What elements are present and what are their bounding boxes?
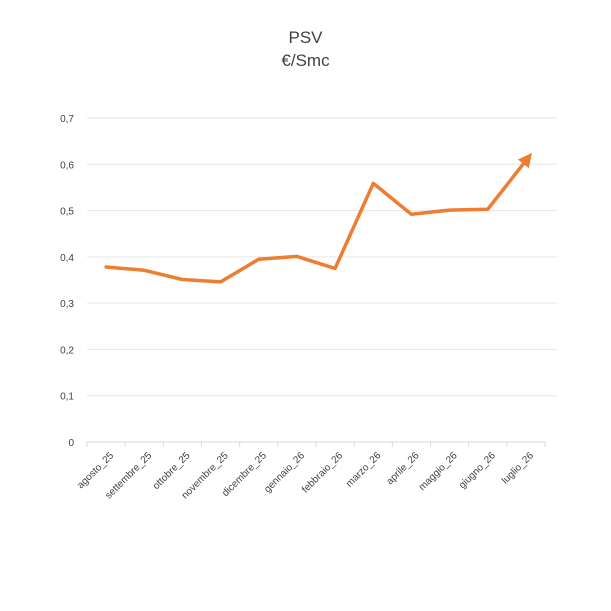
series-line — [104, 152, 532, 284]
x-tick-label: aprile_26 — [385, 450, 422, 487]
y-tick-label: 0,5 — [60, 207, 74, 218]
x-tick-label: agosto_25 — [75, 450, 116, 491]
y-tick-label: 0,6 — [60, 160, 74, 171]
chart-subtitle: €/Smc — [281, 51, 330, 70]
x-tick-label: luglio_26 — [500, 450, 536, 486]
y-tick-label: 0,1 — [60, 392, 74, 403]
chart-title: PSV — [288, 28, 323, 47]
y-tick-label: 0,4 — [60, 253, 74, 264]
y-tick-label: 0,2 — [60, 345, 74, 356]
x-tick-label: febbraio_26 — [300, 450, 345, 495]
x-tick-label: maggio_26 — [417, 450, 460, 493]
x-tick-label: marzo_26 — [344, 450, 384, 490]
y-tick-label: 0,7 — [60, 114, 74, 125]
y-tick-label: 0,3 — [60, 299, 74, 310]
x-tick-label: giugno_26 — [457, 450, 498, 491]
y-tick-label: 0 — [68, 438, 74, 449]
